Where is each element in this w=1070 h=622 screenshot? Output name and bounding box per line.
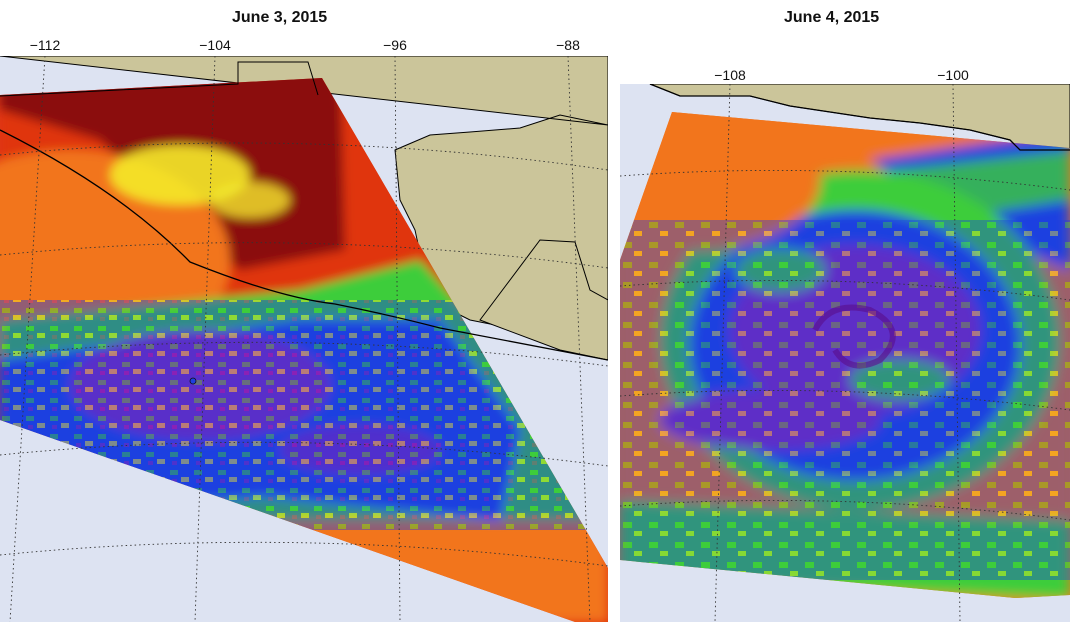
coastline — [0, 129, 608, 361]
left-map-panel: June 3, 2015 −112 −104 −96 −88 — [0, 9, 608, 622]
coastline — [649, 84, 1070, 151]
left-lon-tick: −104 — [199, 37, 231, 53]
left-lon-tick: −112 — [29, 37, 61, 53]
right-panel-title: June 4, 2015 — [784, 9, 880, 26]
right-map-svg — [620, 84, 1070, 622]
left-lon-tick: −88 — [556, 37, 580, 53]
land-yucatan — [479, 239, 608, 361]
hurricane-eye-icon — [189, 377, 197, 385]
right-lon-tick: −100 — [937, 67, 969, 83]
right-map — [620, 84, 1070, 622]
left-map — [0, 56, 608, 622]
brightness-temperature-swath — [620, 112, 1070, 598]
left-panel-title: June 3, 2015 — [232, 9, 328, 26]
lat-lon-grid — [0, 56, 608, 622]
lat-lon-grid — [620, 84, 1070, 622]
left-lon-tick: −96 — [383, 37, 407, 53]
right-map-panel: June 4, 2015 −108 −100 — [620, 0, 1070, 622]
right-lon-tick: −108 — [714, 67, 746, 83]
left-map-svg — [0, 56, 608, 622]
state-border — [0, 61, 319, 97]
